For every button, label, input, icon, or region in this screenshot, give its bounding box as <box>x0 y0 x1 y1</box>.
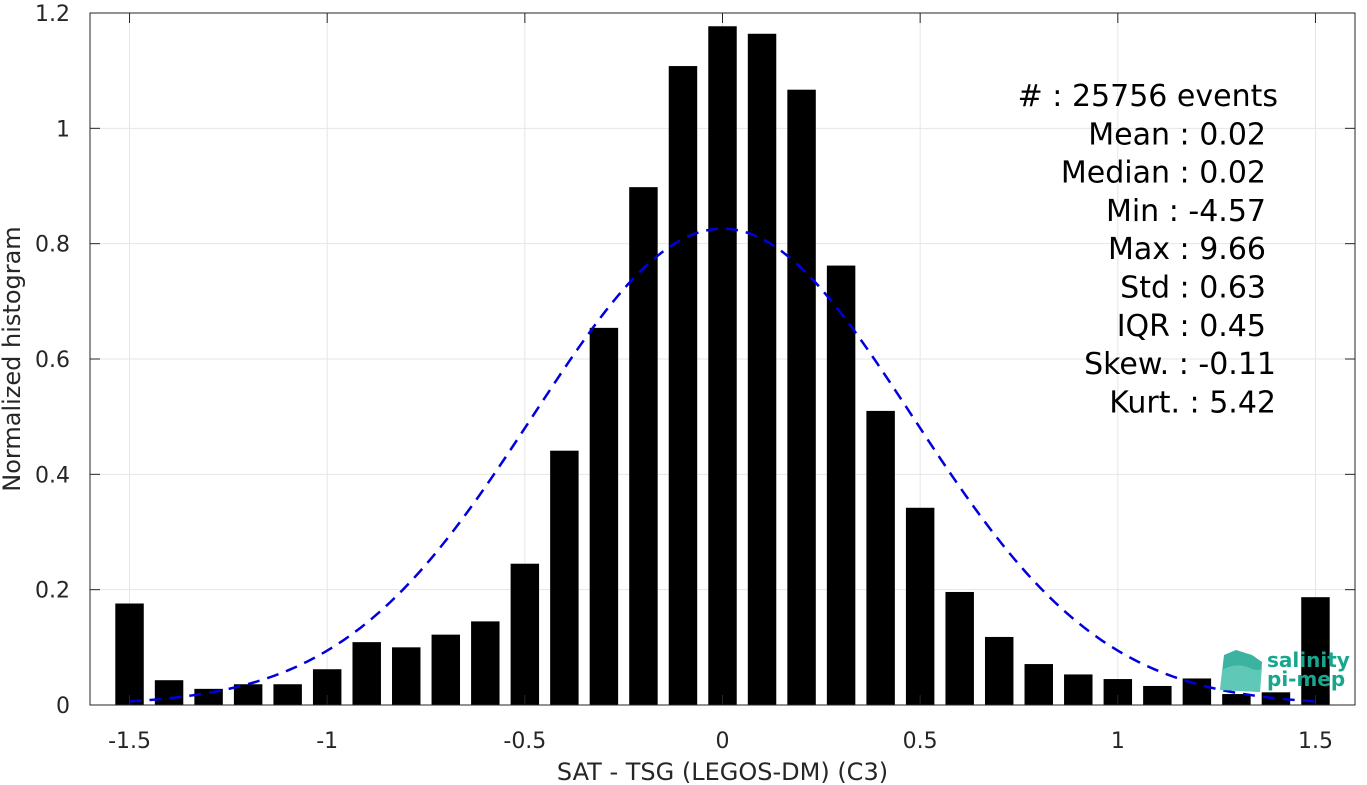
histogram-bar <box>708 26 737 706</box>
histogram-bar <box>984 636 1014 705</box>
histogram-bar <box>273 684 302 705</box>
histogram-bar <box>747 33 777 705</box>
histogram-bar <box>392 647 421 705</box>
stat-iqr: IQR : 0.45 <box>1117 309 1266 344</box>
y-tick-label: 1.2 <box>35 2 70 27</box>
histogram-bar <box>589 327 619 705</box>
y-tick-label: 0.8 <box>35 233 70 258</box>
histogram-bar <box>352 642 381 705</box>
stat-events: # : 25756 events <box>1018 79 1278 114</box>
histogram-bar <box>1222 694 1251 705</box>
histogram-bar <box>550 450 579 705</box>
y-axis-label: Normalized histogram <box>0 226 26 491</box>
histogram-bar <box>1261 692 1291 705</box>
histogram-bar <box>787 89 816 706</box>
histogram-bar <box>233 684 263 705</box>
stat-max: Max : 9.66 <box>1108 232 1266 267</box>
histogram-bar <box>510 563 540 705</box>
statistics-annotation: # : 25756 events Mean : 0.02 Median : 0.… <box>1018 79 1278 420</box>
y-tick-label: 0.2 <box>35 579 70 604</box>
stat-mean: Mean : 0.02 <box>1088 117 1266 152</box>
histogram-bar <box>905 507 935 705</box>
histogram-bar <box>1301 597 1330 705</box>
x-tick-label: -1.5 <box>108 729 151 754</box>
histogram-bar <box>471 621 500 705</box>
gaussian-fit-curve <box>129 227 1316 703</box>
stat-std: Std : 0.63 <box>1120 271 1266 306</box>
histogram-bar <box>866 410 895 705</box>
x-tick-label: 0.5 <box>903 729 938 754</box>
x-tick-label: 1 <box>1111 729 1125 754</box>
histogram-bar <box>1182 678 1212 705</box>
logo-text-salinity: salinity <box>1267 648 1350 672</box>
y-tick-labels: 0 0.2 0.4 0.6 0.8 1 1.2 <box>35 2 70 719</box>
histogram-bar <box>945 591 974 705</box>
histogram-bar <box>1143 685 1172 705</box>
histogram-bar <box>668 66 698 705</box>
stat-median: Median : 0.02 <box>1061 156 1266 191</box>
x-axis-label: SAT - TSG (LEGOS-DM) (C3) <box>557 758 888 785</box>
histogram-bar <box>1064 674 1093 705</box>
x-tick-label: 1.5 <box>1298 729 1333 754</box>
logo-text-pimep: pi-mep <box>1267 667 1345 691</box>
histogram-bar <box>629 187 658 706</box>
x-tick-label: -1 <box>316 729 338 754</box>
stat-kurt: Kurt. : 5.42 <box>1109 385 1276 420</box>
y-tick-label: 0.6 <box>35 348 70 373</box>
salinity-pimep-logo: salinity pi-mep <box>1220 648 1350 692</box>
y-tick-label: 0.4 <box>35 463 70 488</box>
y-tick-label: 0 <box>56 694 70 719</box>
stat-skew: Skew. : -0.11 <box>1084 347 1276 382</box>
logo-wave-icon-light <box>1220 665 1262 692</box>
histogram-bar <box>431 634 461 705</box>
x-tick-label: 0 <box>716 729 730 754</box>
histogram-bar <box>1024 664 1053 705</box>
x-tick-label: -0.5 <box>503 729 546 754</box>
histogram-bar <box>826 265 856 705</box>
histogram-bar <box>154 680 184 705</box>
histogram-bar <box>194 688 223 705</box>
stat-min: Min : -4.57 <box>1106 194 1266 229</box>
histogram-bar <box>115 603 144 705</box>
axis-ticks <box>90 12 1355 706</box>
x-tick-labels: -1.5 -1 -0.5 0 0.5 1 1.5 <box>108 729 1333 754</box>
y-tick-label: 1 <box>56 117 70 142</box>
histogram-bars <box>115 26 1330 706</box>
